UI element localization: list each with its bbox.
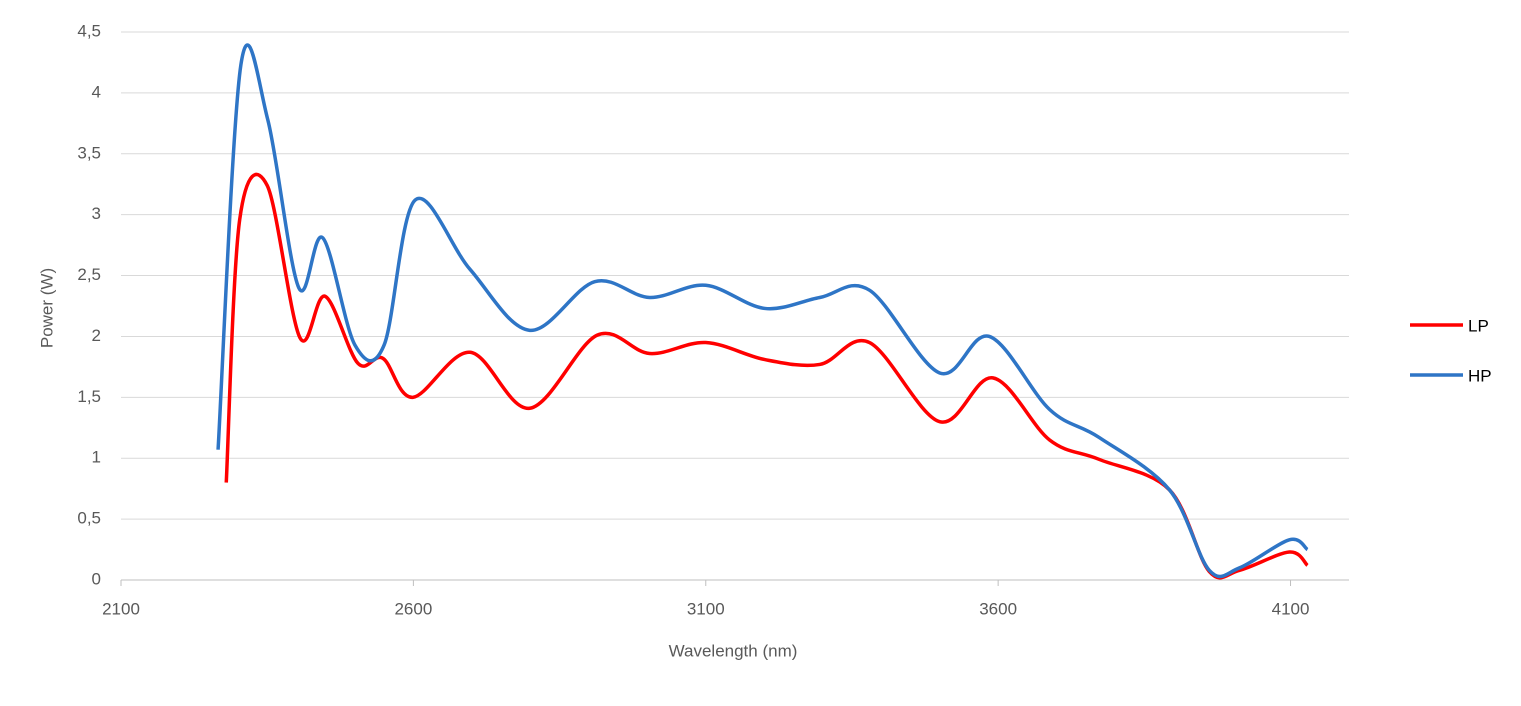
y-tick-label: 3,5 (77, 143, 101, 162)
y-tick-label: 0,5 (77, 509, 101, 528)
x-tick-label: 3100 (687, 599, 725, 618)
data-line (224, 172, 1309, 580)
y-tick-label: 1 (92, 448, 101, 467)
y-tick-label: 0 (92, 569, 101, 588)
y-tick-label: 2 (92, 326, 101, 345)
legend-label: LP (1468, 316, 1489, 335)
y-axis-label: Power (W) (37, 268, 56, 348)
x-tick-label: 2100 (102, 599, 140, 618)
y-tick-label: 4,5 (77, 21, 101, 40)
y-tick-label: 1,5 (77, 387, 101, 406)
y-tick-label: 2,5 (77, 265, 101, 284)
data-line (216, 43, 1309, 579)
x-axis-label: Wavelength (nm) (669, 641, 798, 660)
y-tick-label: 4 (92, 82, 101, 101)
x-tick-label: 4100 (1272, 599, 1310, 618)
y-tick-label: 3 (92, 204, 101, 223)
x-tick-label: 2600 (394, 599, 432, 618)
x-tick-label: 3600 (979, 599, 1017, 618)
legend-label: HP (1468, 366, 1492, 385)
